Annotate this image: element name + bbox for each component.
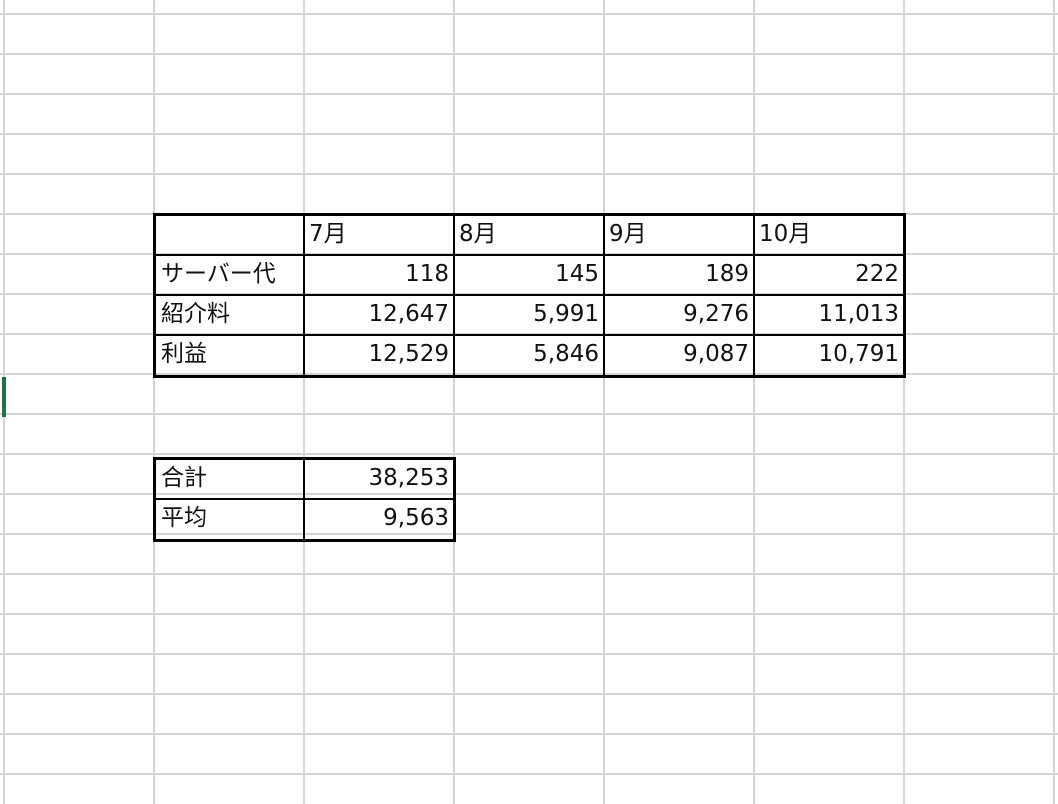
value-cell[interactable]: 9,276 <box>683 301 749 327</box>
grid-row-line <box>0 733 1058 735</box>
main-table-border-top <box>153 213 906 216</box>
grid-column-line <box>303 0 305 804</box>
grid-row-line <box>0 133 1058 135</box>
grid-row-line <box>0 693 1058 695</box>
main-table-border-bottom <box>153 375 906 378</box>
value-cell[interactable]: 145 <box>555 261 599 287</box>
value-cell[interactable]: 5,991 <box>533 301 599 327</box>
value-cell[interactable]: 12,647 <box>368 301 449 327</box>
month-header-cell[interactable]: 10月 <box>759 221 812 247</box>
value-cell[interactable]: 189 <box>705 261 749 287</box>
grid-row-line <box>0 533 1058 535</box>
value-cell[interactable]: 5,846 <box>533 341 599 367</box>
summary-value-cell[interactable]: 9,563 <box>383 505 449 531</box>
month-header-cell[interactable]: 8月 <box>459 221 497 247</box>
grid-row-line <box>0 13 1058 15</box>
grid-row-line <box>0 453 1058 455</box>
summary-value-cell[interactable]: 38,253 <box>368 465 449 491</box>
grid-column-line <box>1053 0 1055 804</box>
summary-table-border-inner-h <box>154 498 454 500</box>
summary-table-border-right <box>453 457 456 542</box>
row-label-cell[interactable]: 利益 <box>161 341 207 367</box>
grid-row-line <box>0 573 1058 575</box>
grid-column-line <box>453 0 455 804</box>
main-table-border-inner-h <box>154 294 904 296</box>
grid-row-line <box>0 773 1058 775</box>
summary-label-cell[interactable]: 合計 <box>161 465 207 491</box>
main-table-border-inner-h <box>154 334 904 336</box>
grid-column-line <box>153 0 155 804</box>
grid-column-line <box>753 0 755 804</box>
value-cell[interactable]: 222 <box>855 261 899 287</box>
value-cell[interactable]: 10,791 <box>818 341 899 367</box>
summary-table-border-bottom <box>153 539 456 542</box>
month-header-cell[interactable]: 7月 <box>309 221 347 247</box>
grid-row-line <box>0 53 1058 55</box>
main-table-border-right <box>903 213 906 378</box>
grid-row-line <box>0 653 1058 655</box>
value-cell[interactable]: 9,087 <box>683 341 749 367</box>
grid-row-line <box>0 93 1058 95</box>
value-cell[interactable]: 11,013 <box>818 301 899 327</box>
value-cell[interactable]: 12,529 <box>368 341 449 367</box>
active-cell-indicator <box>2 377 6 417</box>
row-label-cell[interactable]: サーバー代 <box>161 261 276 287</box>
grid-row-line <box>0 173 1058 175</box>
summary-label-cell[interactable]: 平均 <box>161 505 207 531</box>
value-cell[interactable]: 118 <box>405 261 449 287</box>
month-header-cell[interactable]: 9月 <box>609 221 647 247</box>
table-corner-cell[interactable] <box>154 214 304 254</box>
grid-column-line <box>603 0 605 804</box>
grid-column-line <box>903 0 905 804</box>
main-table-border-inner-h <box>154 254 904 256</box>
grid-row-line <box>0 413 1058 415</box>
grid-row-line <box>0 613 1058 615</box>
grid-row-line <box>0 493 1058 495</box>
row-label-cell[interactable]: 紹介料 <box>161 301 230 327</box>
grid-row-line <box>0 373 1058 375</box>
